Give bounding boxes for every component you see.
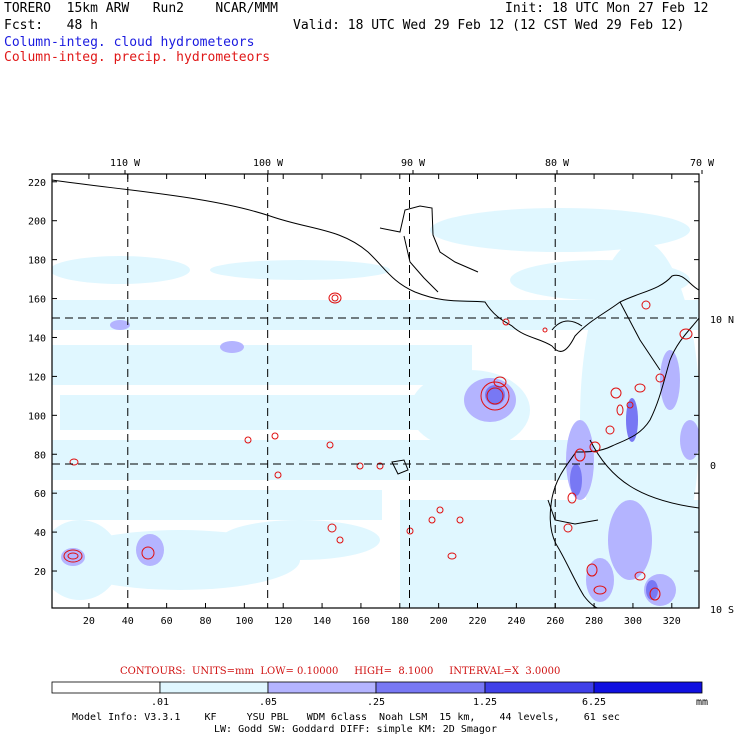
x-tick-label: 60 xyxy=(161,616,173,627)
latlon-grid xyxy=(52,174,699,608)
model-info-line1: Model Info: V3.3.1 KF YSU PBL WDM 6class… xyxy=(72,712,620,723)
coastlines xyxy=(52,179,699,608)
valid-time: Valid: 18 UTC Wed 29 Feb 12 (12 CST Wed … xyxy=(293,18,685,33)
y-tick-label: 80 xyxy=(34,450,46,461)
x-tick-label: 20 xyxy=(83,616,95,627)
map-frame xyxy=(51,173,700,609)
cloud-field-label: Column-integ. cloud hydrometeors xyxy=(4,35,255,50)
longitude-labels: 110 W 100 W 90 W 80 W 70 W xyxy=(110,158,715,174)
forecast-hour: Fcst: 48 h xyxy=(4,18,98,33)
y-tick-label: 40 xyxy=(34,528,46,539)
init-time: Init: 18 UTC Mon 27 Feb 12 xyxy=(505,1,709,16)
x-tick-label: 180 xyxy=(391,616,409,627)
latitude-labels: 10 N 0 10 S xyxy=(710,315,734,616)
x-tick-label: 320 xyxy=(663,616,681,627)
lon-label: 100 W xyxy=(253,158,284,169)
lon-label: 70 W xyxy=(690,158,715,169)
colorbar-unit: mm xyxy=(696,697,709,708)
lon-label: 90 W xyxy=(401,158,426,169)
model-info-line2: LW: Godd SW: Goddard DIFF: simple KM: 2D… xyxy=(214,724,497,735)
y-tick-label: 60 xyxy=(34,489,46,500)
colorbar-swatch xyxy=(51,681,161,694)
lon-label: 80 W xyxy=(545,158,570,169)
model-run-title: TORERO 15km ARW Run2 NCAR/MMM xyxy=(4,1,278,16)
colorbar-swatch xyxy=(267,681,377,694)
axis-ticks xyxy=(52,174,699,608)
cloud-shading-layer xyxy=(52,208,699,608)
x-tick-label: 240 xyxy=(507,616,525,627)
precip-field-label: Column-integ. precip. hydrometeors xyxy=(4,50,271,65)
lat-label: 10 S xyxy=(710,605,734,616)
colorbar-swatch xyxy=(375,681,486,694)
colorbar-swatch xyxy=(484,681,595,694)
colorbar-value: 6.25 xyxy=(582,697,607,708)
x-tick-label: 160 xyxy=(352,616,370,627)
lat-label: 0 xyxy=(710,461,716,472)
y-tick-label: 20 xyxy=(34,567,46,578)
x-tick-label: 200 xyxy=(430,616,448,627)
y-tick-label: 180 xyxy=(28,256,46,267)
x-tick-label: 140 xyxy=(313,616,331,627)
lat-label: 10 N xyxy=(710,315,734,326)
y-tick-label: 120 xyxy=(28,372,46,383)
y-tick-label: 200 xyxy=(28,217,46,228)
x-tick-label: 80 xyxy=(199,616,211,627)
x-tick-label: 40 xyxy=(122,616,134,627)
x-tick-label: 280 xyxy=(585,616,603,627)
y-tick-label: 160 xyxy=(28,295,46,306)
colorbar-value: .01 xyxy=(151,697,170,708)
contour-info: CONTOURS: UNITS=mm LOW= 0.10000 HIGH= 8.… xyxy=(120,666,561,677)
colorbar-value: .05 xyxy=(259,697,278,708)
axis-labels: 20 40 60 80 100 120 140 160 180 200 220 240 260 280 30… xyxy=(28,178,681,627)
y-tick-label: 100 xyxy=(28,411,46,422)
colorbar-value: .25 xyxy=(367,697,386,708)
x-tick-label: 220 xyxy=(468,616,486,627)
x-tick-label: 120 xyxy=(274,616,292,627)
y-tick-label: 140 xyxy=(28,333,46,344)
colorbar-swatch xyxy=(159,681,269,694)
x-tick-label: 300 xyxy=(624,616,642,627)
colorbar xyxy=(51,681,703,694)
y-tick-label: 220 xyxy=(28,178,46,189)
lon-label: 110 W xyxy=(110,158,141,169)
precip-contours xyxy=(63,292,693,601)
colorbar-value: 1.25 xyxy=(473,697,498,708)
x-tick-label: 260 xyxy=(546,616,564,627)
colorbar-swatch xyxy=(593,681,703,694)
x-tick-label: 100 xyxy=(235,616,253,627)
